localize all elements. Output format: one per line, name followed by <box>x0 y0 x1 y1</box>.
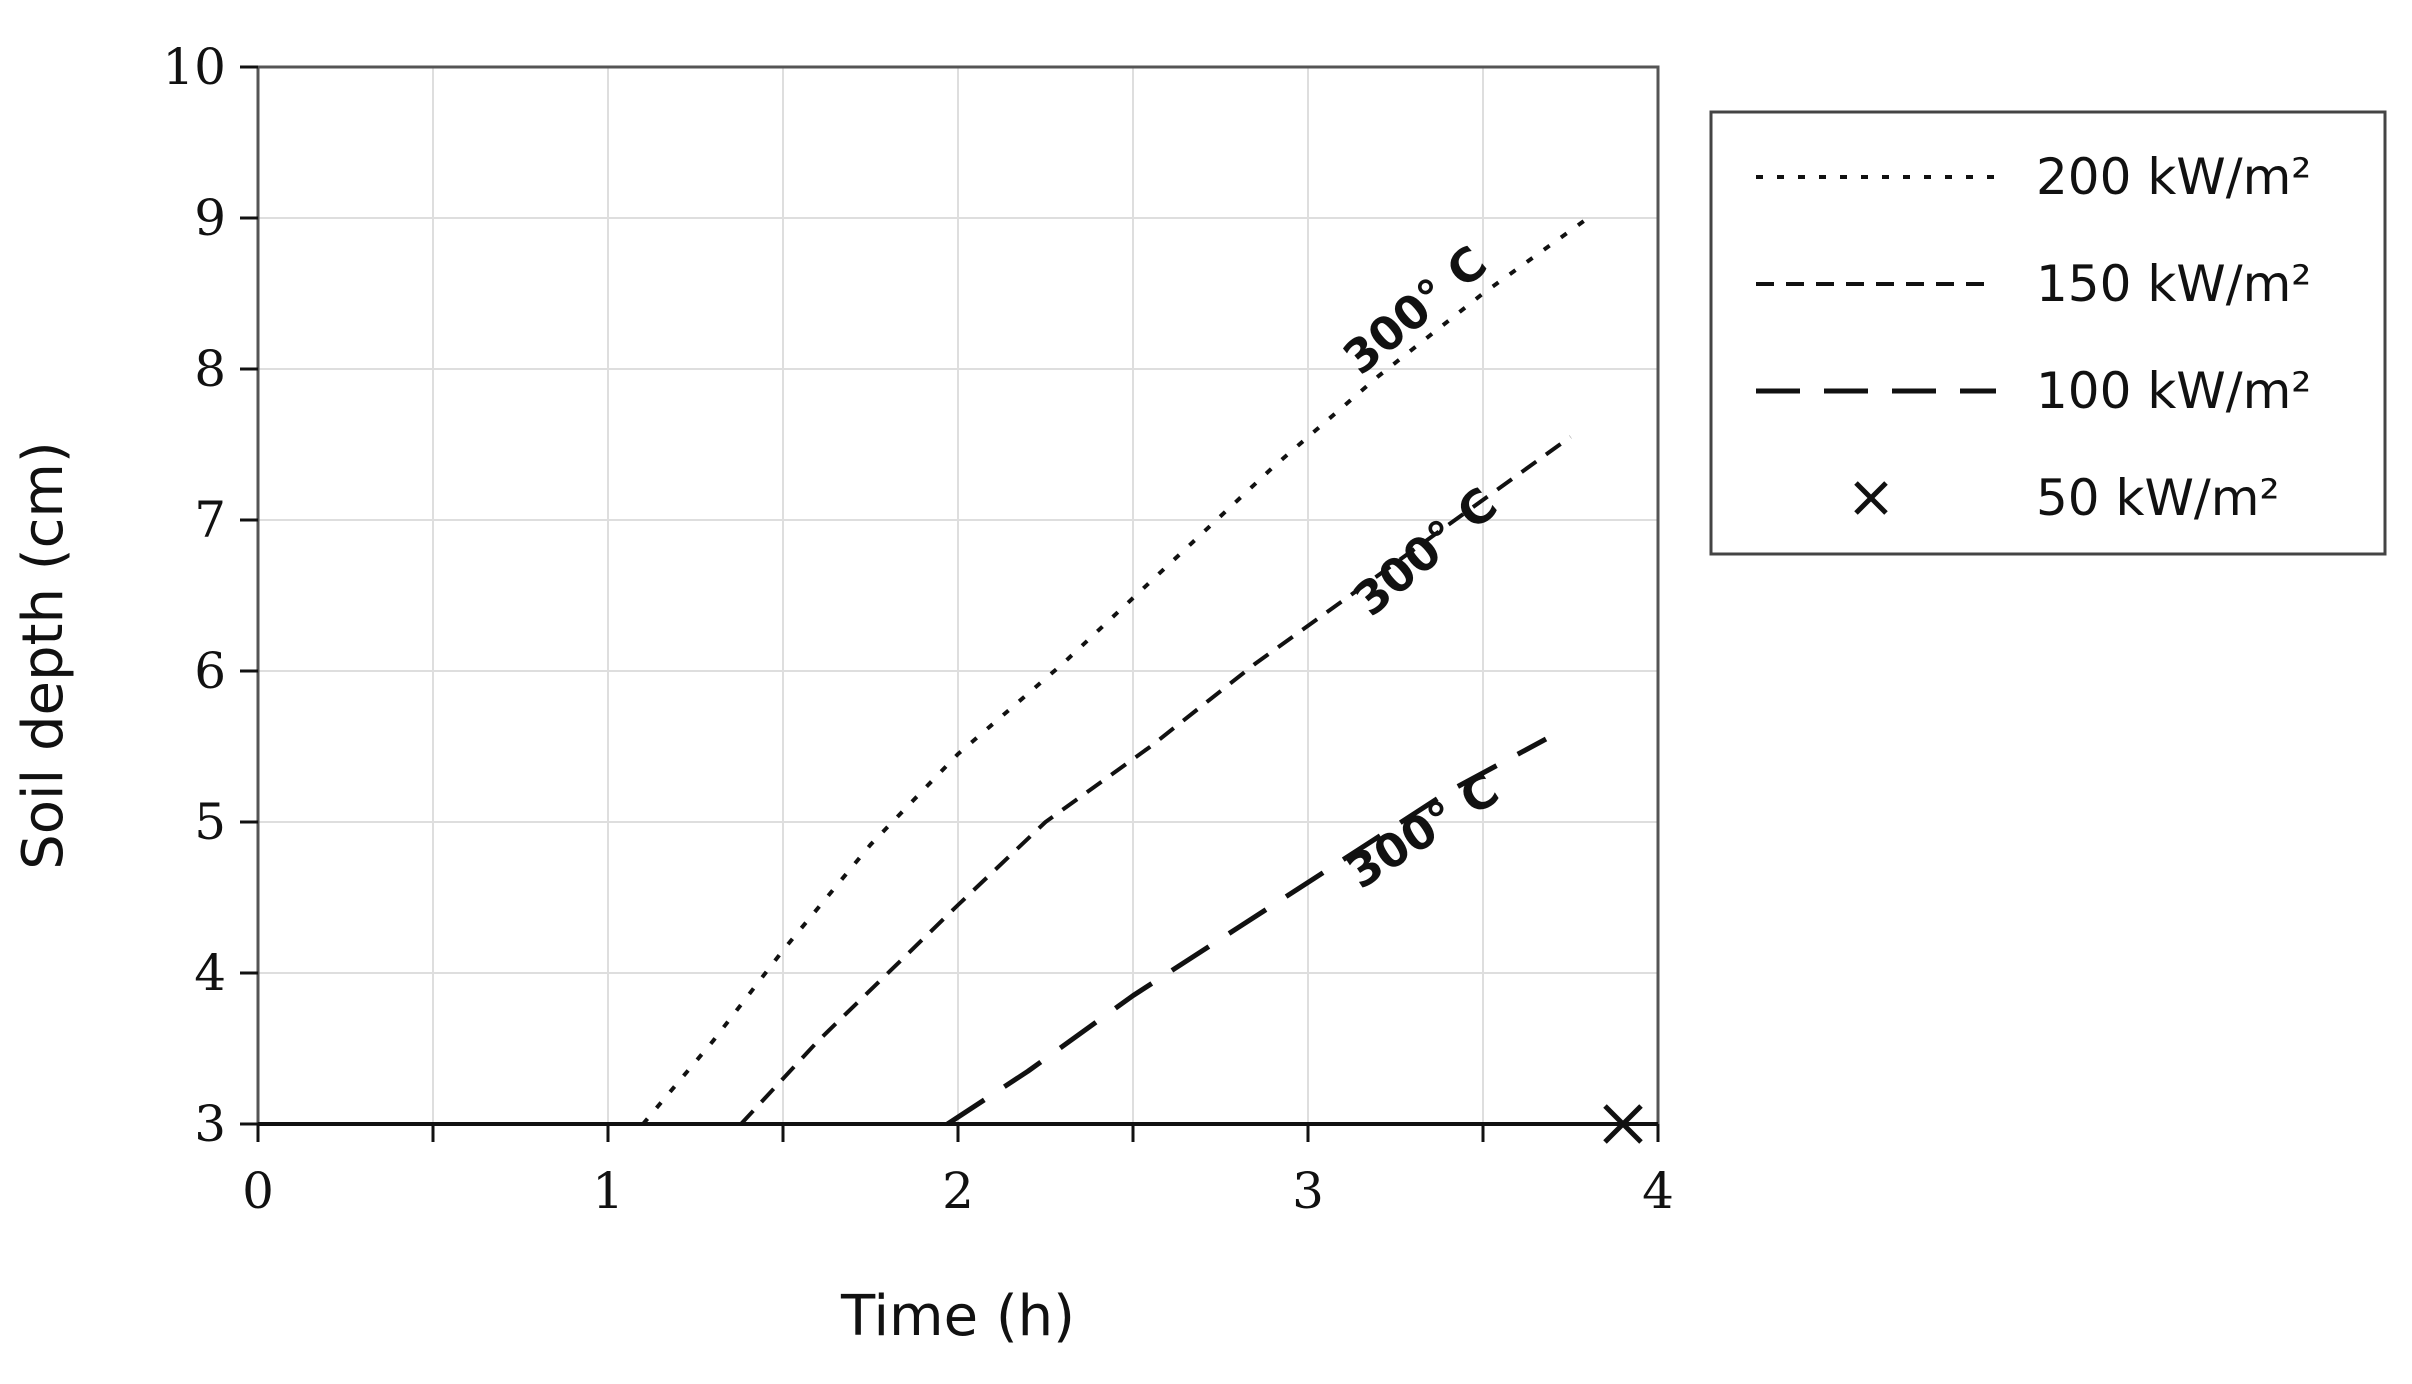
series-line <box>641 216 1590 1126</box>
legend-marker <box>1854 481 1888 515</box>
x-axis-title: Time (h) <box>840 1284 1075 1349</box>
x-tick-label: 0 <box>242 1162 274 1220</box>
y-axis-title: Soil depth (cm) <box>11 441 76 870</box>
x-tick-label: 3 <box>1292 1162 1324 1220</box>
y-tick-label: 5 <box>194 793 226 851</box>
x-tick-label: 1 <box>592 1162 624 1220</box>
legend-label: 50 kW/m² <box>2036 469 2280 527</box>
legend-box <box>1709 110 2387 556</box>
y-tick-label: 6 <box>194 642 226 700</box>
y-tick-label: 4 <box>194 944 226 1002</box>
y-tick-label: 10 <box>162 38 226 96</box>
series-lines <box>641 216 1643 1144</box>
x-tick-label: 4 <box>1642 1162 1674 1220</box>
y-tick-label: 8 <box>194 340 226 398</box>
y-tick-label: 3 <box>194 1095 226 1153</box>
annotation-label: 300° C <box>1333 235 1497 385</box>
legend-label: 100 kW/m² <box>2036 362 2311 420</box>
legend-label: 200 kW/m² <box>2036 148 2311 206</box>
series-point-marker <box>1603 1104 1643 1144</box>
series-line <box>739 435 1572 1126</box>
y-tick-label: 9 <box>194 189 226 247</box>
axes: 0 1 2 3 4 3 4 5 6 7 8 9 10 <box>162 38 1674 1220</box>
y-tick-label: 7 <box>194 491 226 549</box>
x-tick-label: 2 <box>942 1162 974 1220</box>
legend: 200 kW/m² 150 kW/m² 100 kW/m² 50 kW/m² <box>1709 110 2387 556</box>
grid <box>258 67 1658 1124</box>
legend-label: 150 kW/m² <box>2036 255 2311 313</box>
series-line <box>946 736 1548 1127</box>
